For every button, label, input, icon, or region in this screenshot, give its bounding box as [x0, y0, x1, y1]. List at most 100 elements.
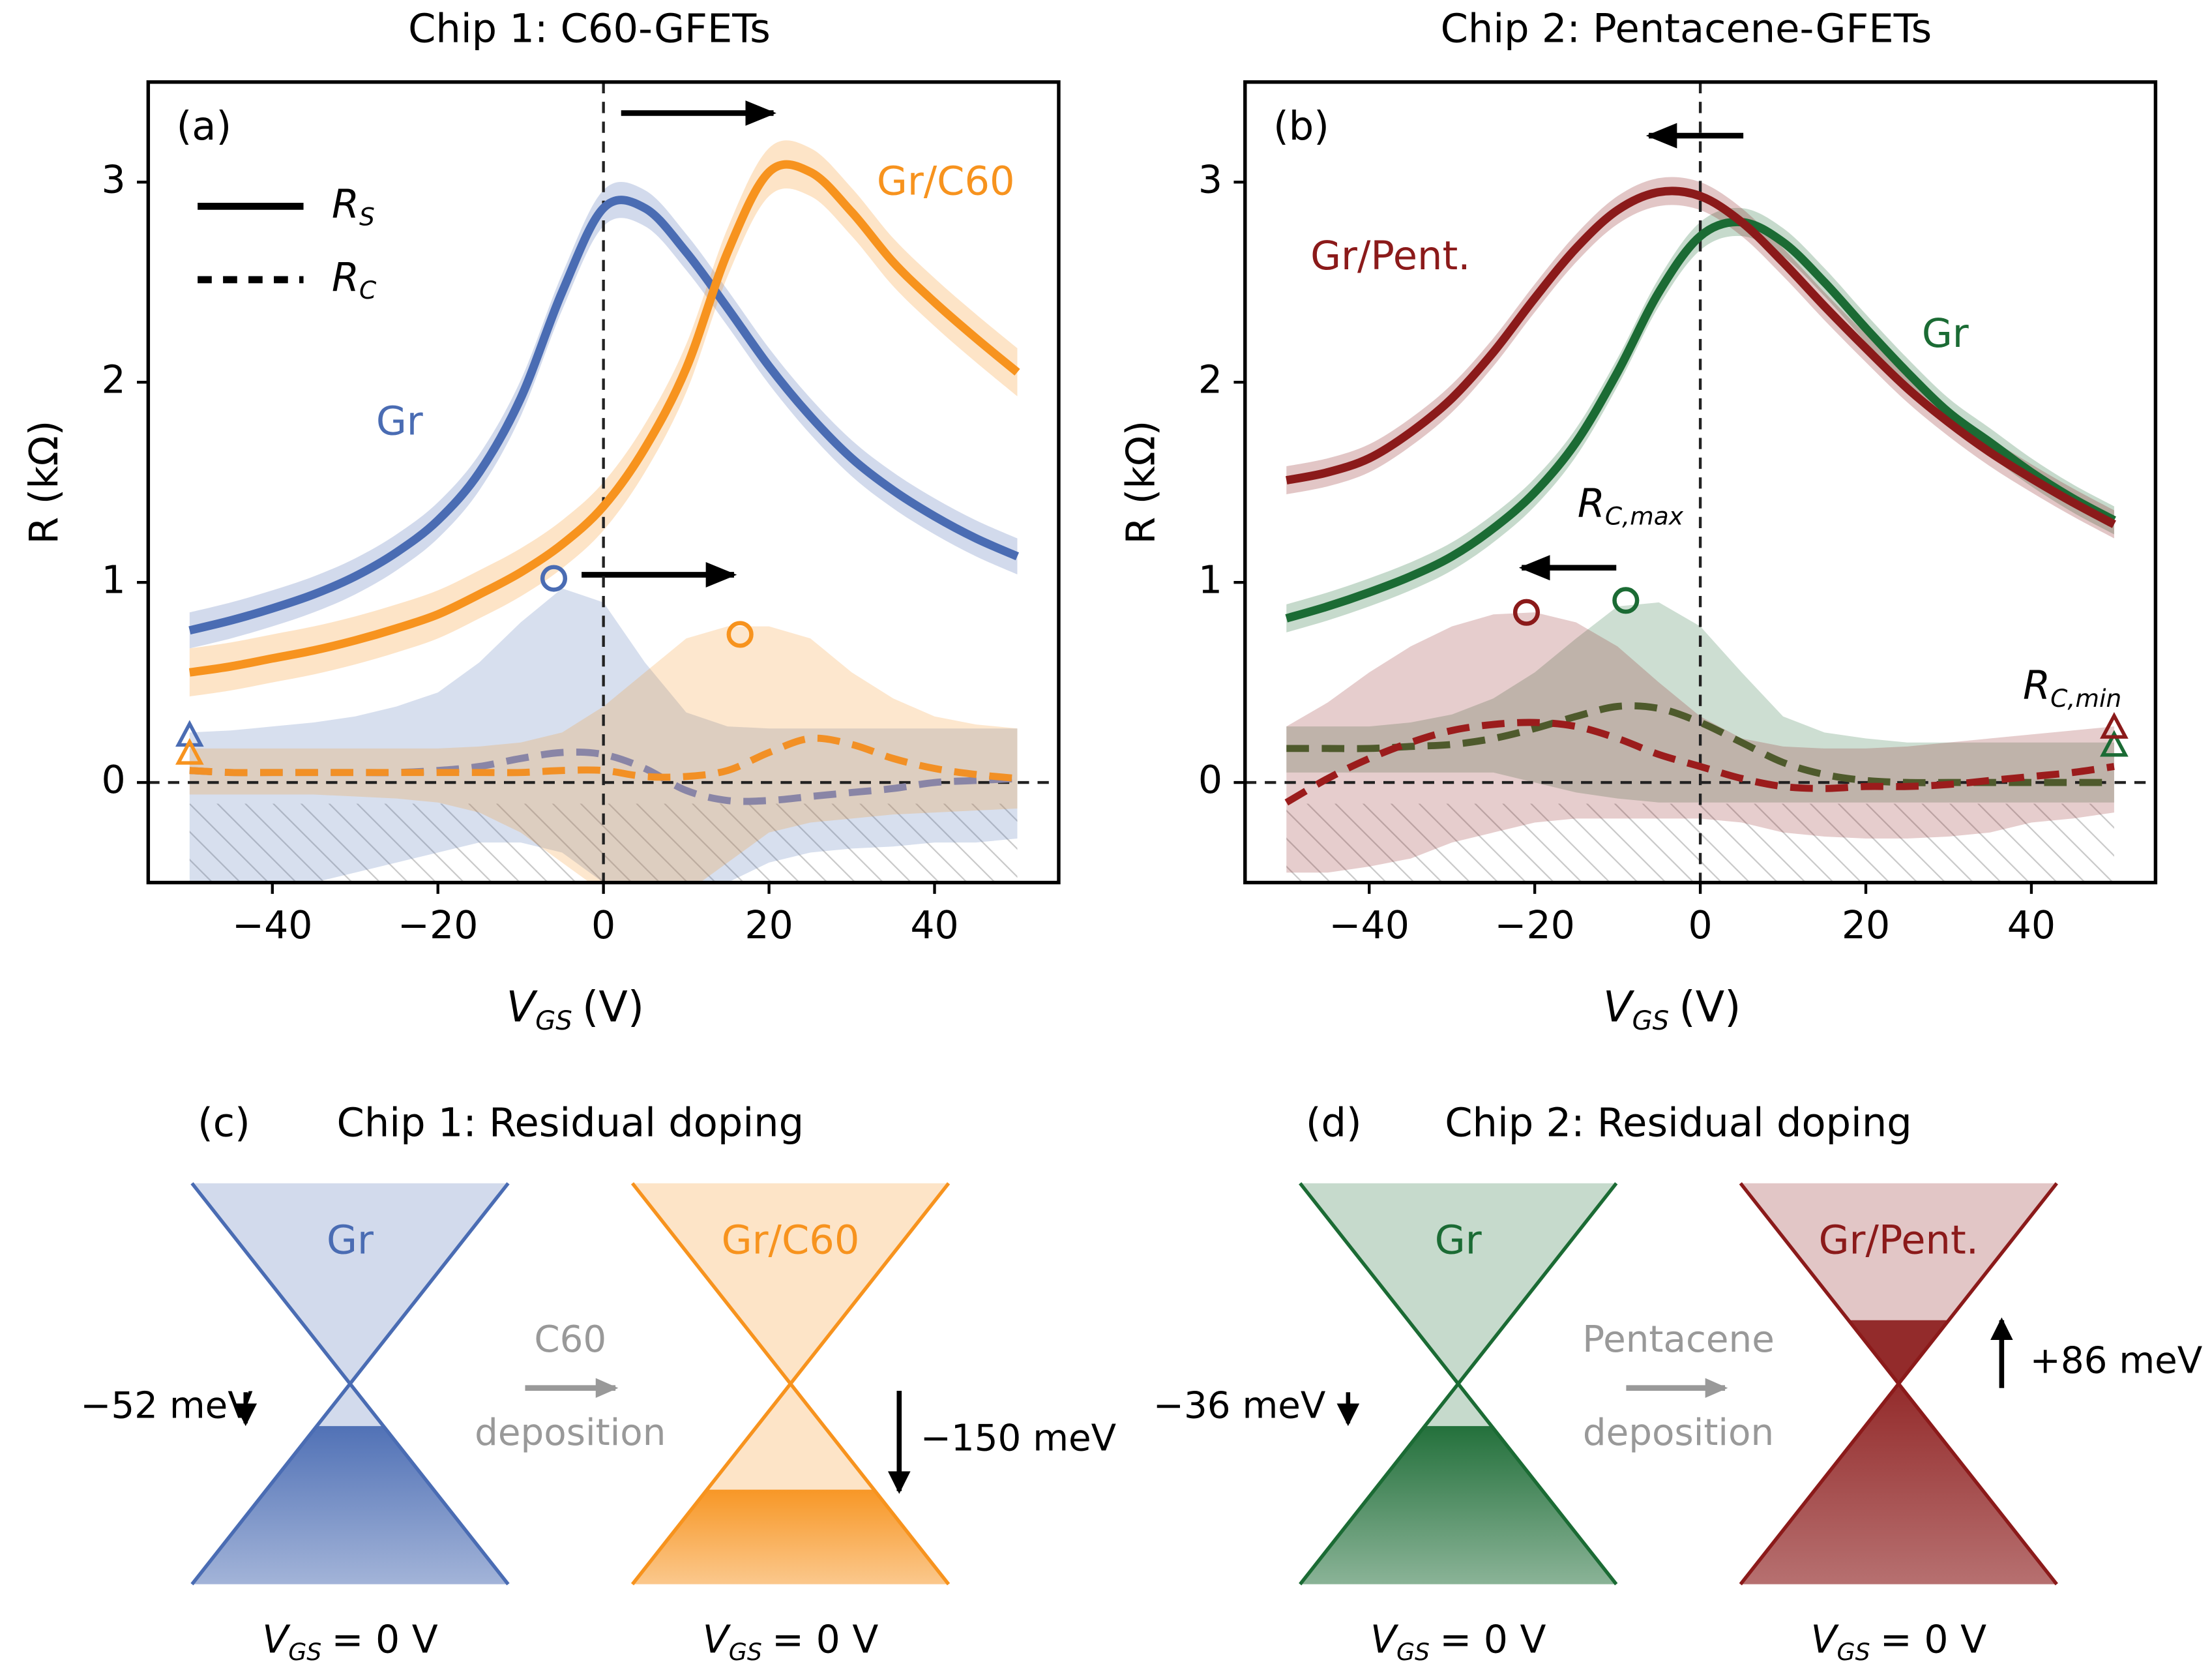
y-axis-label: R (kΩ): [22, 421, 67, 544]
plot-area: [1245, 82, 2156, 883]
diagram-title: Chip 2: Residual doping: [1445, 1101, 1912, 1146]
rs-line: [1286, 186, 2116, 528]
x-tick-label: 0: [1688, 903, 1712, 947]
diagram-title: Chip 1: Residual doping: [337, 1101, 804, 1146]
subscript: GS: [1632, 1006, 1669, 1036]
doping-shift: −52 meV: [80, 1385, 253, 1427]
label: VGS = 0 V: [1811, 1618, 1987, 1666]
diagram: (c) Chip 1: Residual doping C60 deposition G…: [80, 1101, 1116, 1666]
y-tick-label: 1: [1198, 557, 1222, 602]
subscript: GS: [1396, 1638, 1430, 1666]
x-tick-label: −40: [232, 903, 312, 947]
cone-edge: [1739, 1182, 2058, 1586]
text: = 0 V: [1439, 1618, 1546, 1662]
rc-max-marker: [540, 565, 568, 592]
rc-line: [189, 734, 1018, 782]
panel-label: (a): [177, 104, 231, 149]
subscript: C,max: [1605, 501, 1684, 530]
x-tick-label: −20: [398, 903, 478, 947]
cone-label: Gr: [1435, 1217, 1482, 1263]
curve-label: Gr/C60: [877, 158, 1015, 204]
label: RC: [332, 255, 377, 305]
x-tick-label: 0: [591, 903, 615, 947]
rs-line: [188, 160, 1020, 677]
chart: Gr Gr/C60 −40 −20 0 20 40 0 1 2 3 Chip 1: C60-GFETs…: [22, 6, 1061, 1036]
rc-max-marker: [1512, 599, 1541, 626]
subscript: S: [359, 202, 375, 231]
filled-states: [1300, 1426, 1617, 1584]
cone-edge: [630, 1182, 951, 1586]
rc-max-marker: [726, 621, 754, 648]
subscript: GS: [535, 1006, 572, 1036]
rs-band: [189, 182, 1018, 649]
rs-line: [188, 196, 1020, 635]
symbol: R: [332, 181, 359, 227]
cone-label: Gr/C60: [722, 1217, 860, 1263]
subscript: C: [359, 276, 377, 305]
subscript: GS: [1837, 1638, 1870, 1666]
rc-line: [1284, 719, 2115, 806]
cone-label: Gr/Pent.: [1819, 1217, 1979, 1263]
cone-label: Gr: [327, 1217, 374, 1263]
x-tick-label: 20: [745, 903, 793, 947]
label: RC,max: [1578, 481, 1684, 530]
y-tick-label: 2: [102, 357, 126, 402]
filled-states: [1740, 1384, 2057, 1584]
y-tick-label: 0: [102, 758, 126, 802]
text: (V): [582, 983, 644, 1032]
filled-states: [632, 1489, 949, 1584]
transition-label: C60: [534, 1318, 606, 1361]
filled-states: [1848, 1320, 1949, 1384]
curve-label: Gr: [376, 398, 423, 444]
symbol: V: [507, 983, 538, 1032]
subscript: C,min: [2050, 683, 2121, 712]
symbol: V: [1603, 983, 1635, 1032]
label: RS: [332, 181, 375, 231]
curve-label: Gr: [1922, 311, 1969, 357]
label: RC,min: [2023, 662, 2121, 712]
subscript: GS: [288, 1638, 321, 1666]
x-tick-label: 40: [910, 903, 958, 947]
rc-min-marker: [2100, 730, 2129, 757]
y-axis-label: R (kΩ): [1118, 421, 1164, 544]
x-tick-label: −40: [1329, 903, 1409, 947]
subscript: GS: [729, 1638, 762, 1666]
x-tick-label: 40: [2007, 903, 2056, 947]
rc-min-marker: [175, 737, 204, 765]
doping-shift: −150 meV: [921, 1417, 1117, 1459]
y-tick-label: 1: [102, 557, 126, 602]
text: = 0 V: [1880, 1618, 1986, 1662]
plot-area: [148, 82, 1059, 883]
filled-states: [192, 1426, 509, 1584]
symbol: R: [332, 255, 359, 301]
cone-edge: [1299, 1182, 1618, 1586]
y-tick-label: 2: [1198, 357, 1222, 402]
label: VGS (V): [507, 983, 644, 1035]
label: VGS = 0 V: [1370, 1618, 1546, 1666]
shift-arrows: [234, 100, 2013, 1494]
curve-label: Gr/Pent.: [1310, 233, 1470, 279]
x-tick-label: −20: [1494, 903, 1574, 947]
chart-title: Chip 1: C60-GFETs: [408, 6, 771, 52]
y-tick-label: 3: [1198, 157, 1222, 201]
text: = 0 V: [331, 1618, 437, 1662]
chart-title: Chip 2: Pentacene-GFETs: [1441, 6, 1932, 52]
y-tick-label: 0: [1198, 758, 1222, 802]
panel-label: (d): [1306, 1101, 1362, 1146]
label: VGS (V): [1603, 983, 1741, 1035]
transition-label: Pentacene: [1582, 1318, 1775, 1361]
label: VGS = 0 V: [703, 1618, 879, 1666]
text: = 0 V: [772, 1618, 878, 1662]
rc-min-marker: [2100, 711, 2129, 739]
transition-label: deposition: [1583, 1412, 1774, 1454]
rs-band: [189, 140, 1018, 697]
symbol: V: [1811, 1618, 1840, 1662]
diagram: (d) Chip 2: Residual doping Pentacene depos…: [1153, 1101, 2203, 1666]
doping-shift: −36 meV: [1153, 1385, 1326, 1427]
label: VGS = 0 V: [262, 1618, 438, 1666]
rs-line: [1285, 217, 2116, 623]
chart: Gr Gr/Pent. −40 −20 0 20 40 0 1 2 3 Chip 2: Pentace…: [1118, 6, 2158, 1036]
panel-label: (c): [198, 1101, 250, 1146]
symbol: R: [1578, 481, 1605, 526]
